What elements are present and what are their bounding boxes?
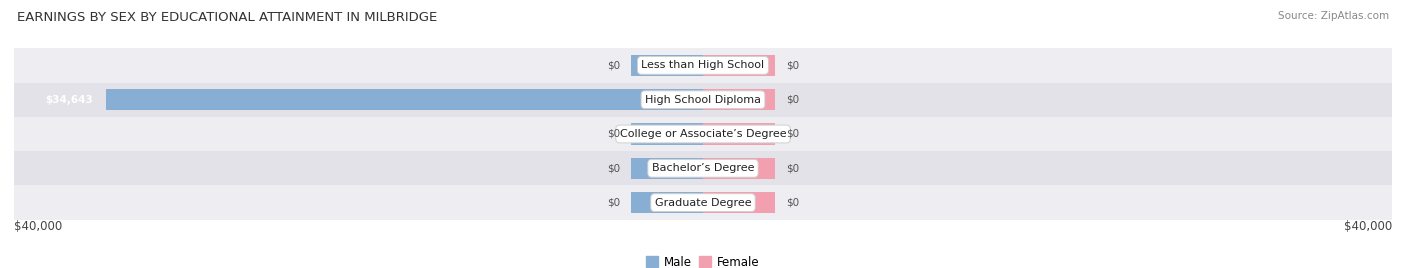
Text: EARNINGS BY SEX BY EDUCATIONAL ATTAINMENT IN MILBRIDGE: EARNINGS BY SEX BY EDUCATIONAL ATTAINMEN… [17, 11, 437, 24]
Text: $40,000: $40,000 [1344, 220, 1392, 233]
Bar [631, 55, 703, 76]
Bar [631, 158, 703, 179]
Bar [14, 151, 1392, 185]
Bar [14, 117, 1392, 151]
Text: $0: $0 [786, 129, 799, 139]
Text: Bachelor’s Degree: Bachelor’s Degree [652, 163, 754, 173]
Bar [14, 185, 1392, 220]
Bar [107, 89, 703, 110]
Bar [14, 48, 1392, 83]
Text: High School Diploma: High School Diploma [645, 95, 761, 105]
Text: $0: $0 [607, 163, 620, 173]
Bar [631, 192, 703, 213]
Text: $0: $0 [786, 163, 799, 173]
Text: $34,643: $34,643 [45, 95, 93, 105]
Text: Less than High School: Less than High School [641, 60, 765, 70]
Legend: Male, Female: Male, Female [647, 256, 759, 268]
Text: $0: $0 [607, 129, 620, 139]
Text: College or Associate’s Degree: College or Associate’s Degree [620, 129, 786, 139]
Bar [631, 123, 703, 145]
Bar [703, 123, 775, 145]
Text: Source: ZipAtlas.com: Source: ZipAtlas.com [1278, 11, 1389, 21]
Bar [14, 83, 1392, 117]
Bar [703, 192, 775, 213]
Bar [703, 55, 775, 76]
Text: $0: $0 [607, 60, 620, 70]
Text: Graduate Degree: Graduate Degree [655, 198, 751, 208]
Text: $0: $0 [607, 198, 620, 208]
Bar [703, 89, 775, 110]
Text: $0: $0 [786, 198, 799, 208]
Text: $0: $0 [786, 60, 799, 70]
Text: $40,000: $40,000 [14, 220, 62, 233]
Bar [703, 158, 775, 179]
Text: $0: $0 [786, 95, 799, 105]
